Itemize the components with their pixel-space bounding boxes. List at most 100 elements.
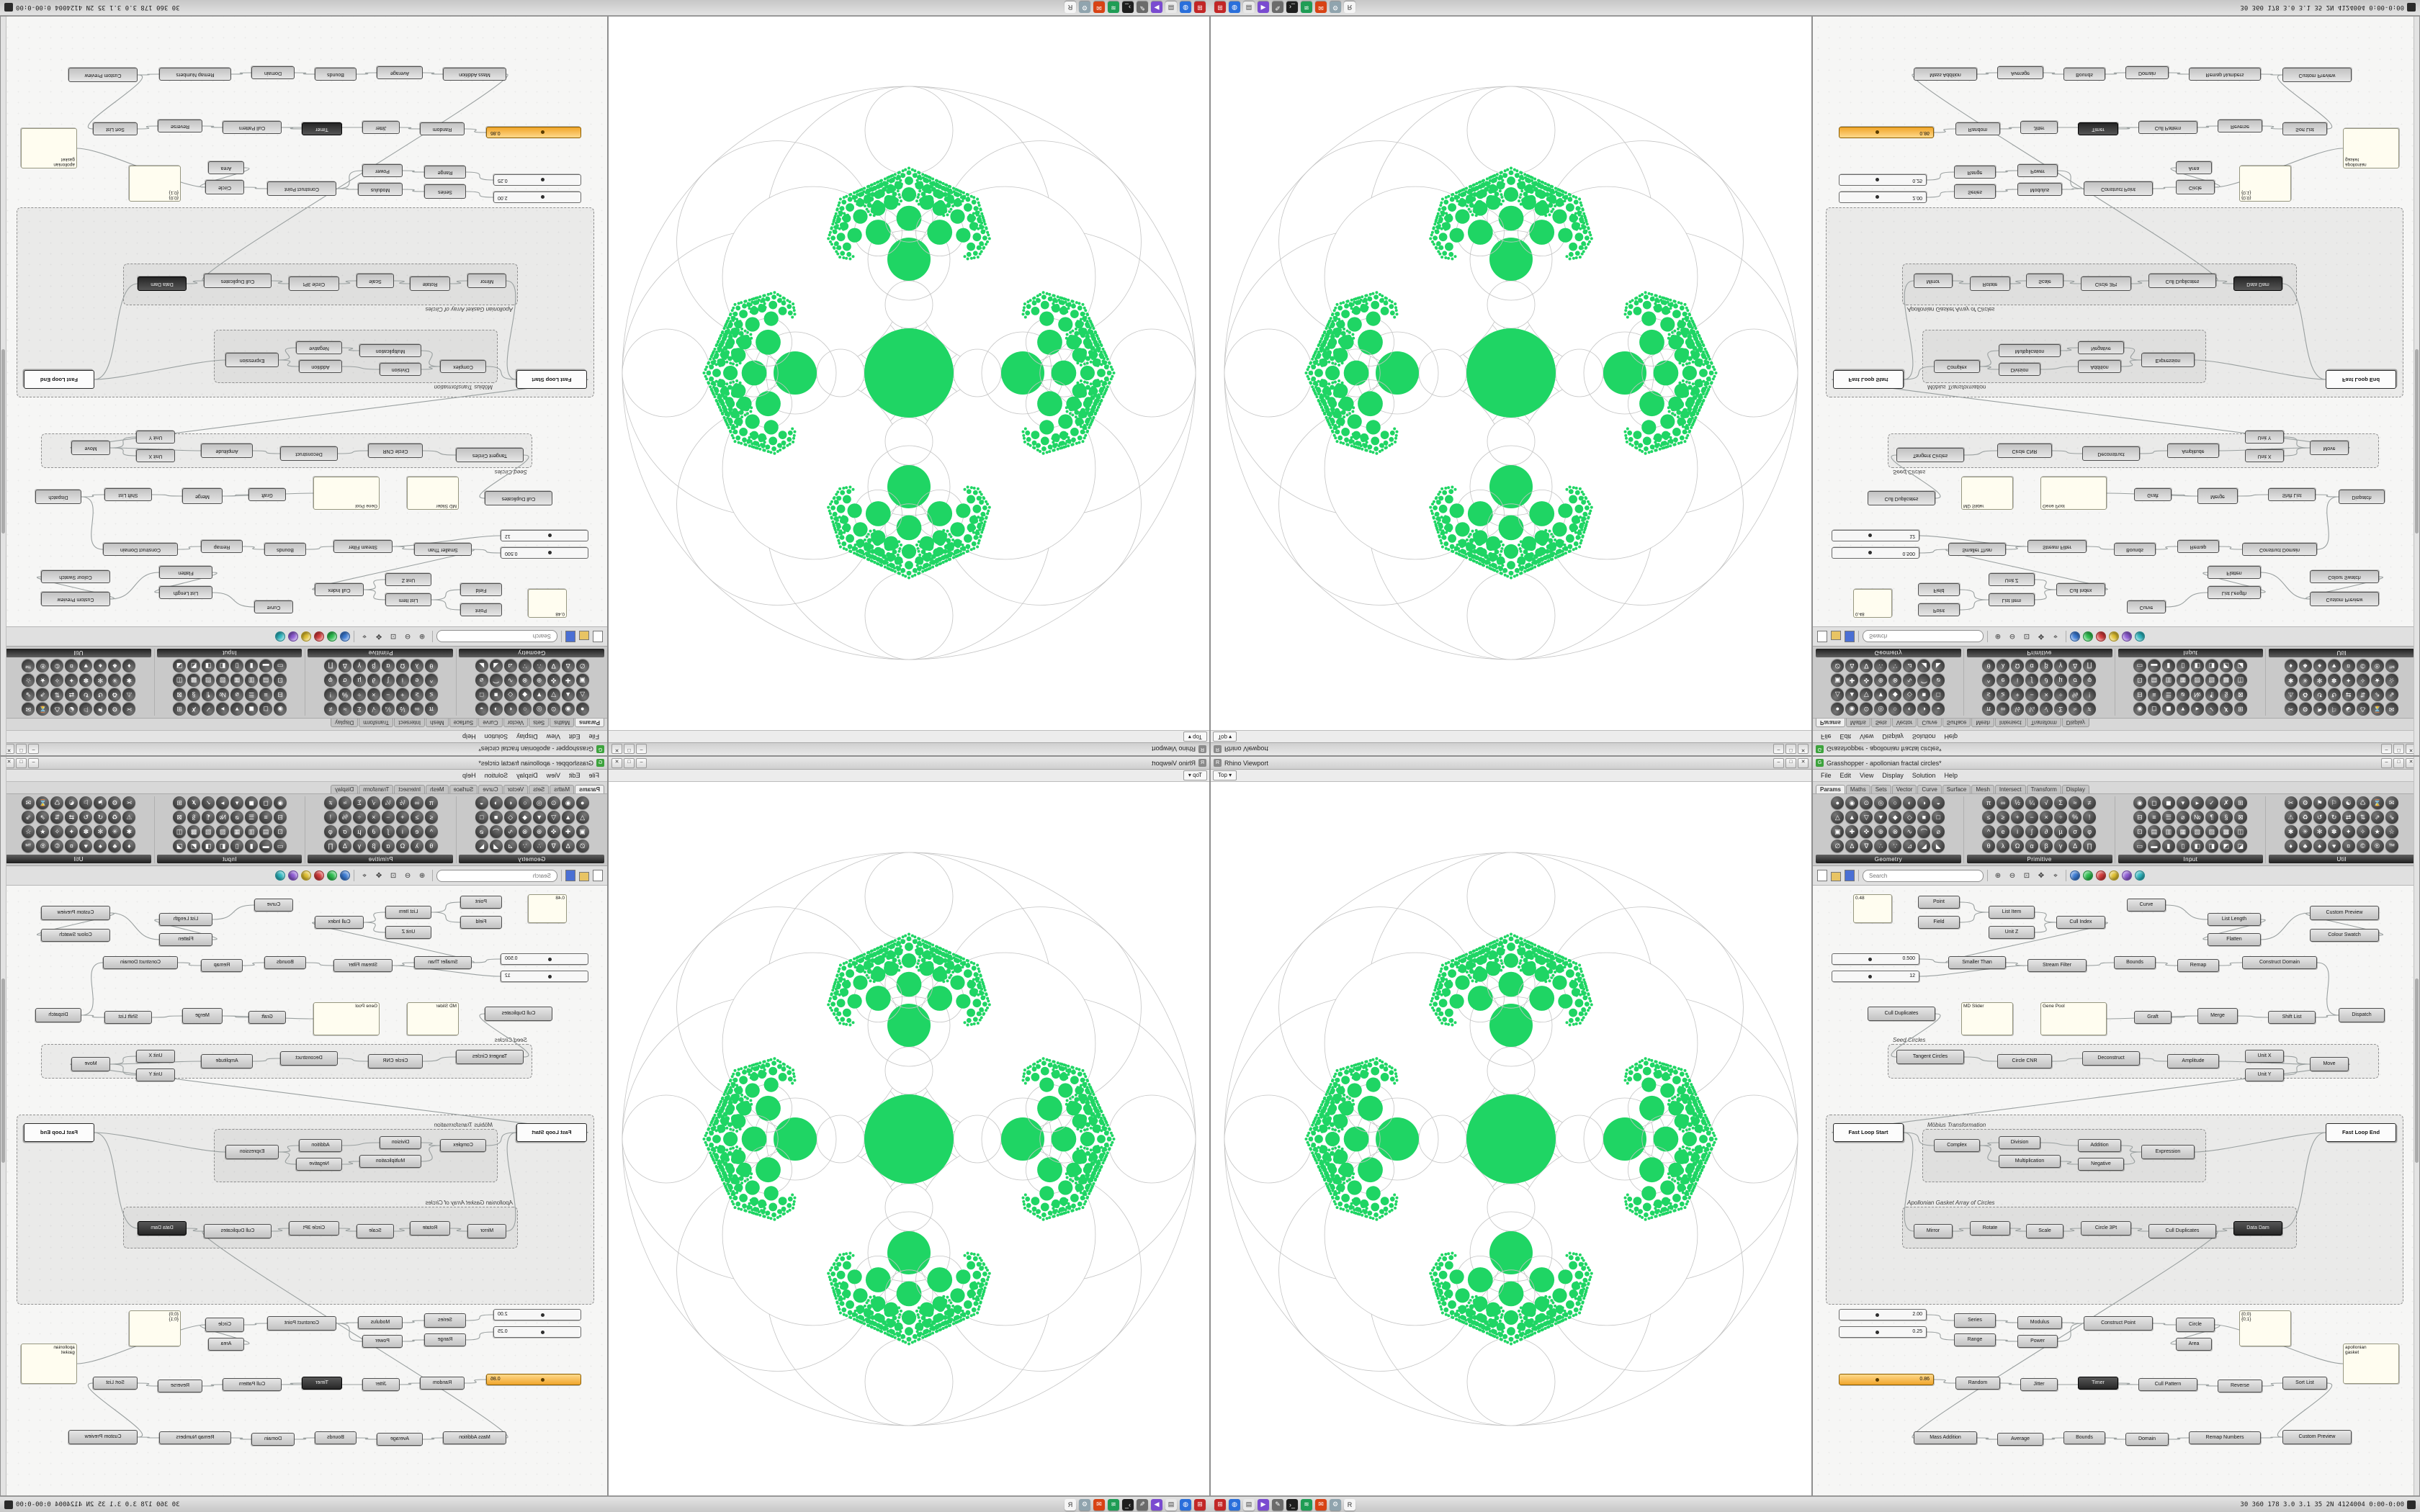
palette-caption-input[interactable]: Input bbox=[2118, 649, 2264, 657]
gh-node[interactable]: Curve bbox=[2127, 899, 2166, 912]
geometry-component-icon[interactable]: ● bbox=[575, 796, 589, 809]
terminal-icon[interactable]: ›_ bbox=[1286, 1498, 1298, 1511]
input-component-icon[interactable]: ⊞ bbox=[2233, 703, 2247, 716]
util-component-icon[interactable]: ⇗ bbox=[36, 688, 50, 701]
geometry-component-icon[interactable]: ▣ bbox=[575, 674, 589, 687]
geometry-component-icon[interactable]: ⌀ bbox=[475, 825, 488, 838]
menu-help[interactable]: Help bbox=[1944, 772, 1958, 779]
util-component-icon[interactable]: ↺ bbox=[2313, 811, 2326, 824]
primitive-component-icon[interactable]: ! bbox=[2083, 688, 2097, 701]
input-component-icon[interactable]: ◧ bbox=[2190, 660, 2204, 672]
no-preview-icon[interactable] bbox=[314, 631, 324, 642]
geometry-component-icon[interactable]: ⊕ bbox=[1874, 825, 1888, 838]
gh-node[interactable]: Curve bbox=[254, 899, 293, 912]
gh-node[interactable]: Unit X bbox=[136, 449, 175, 462]
primitive-component-icon[interactable]: ÷ bbox=[2054, 688, 2068, 701]
util-component-icon[interactable]: ⚐ bbox=[2327, 703, 2341, 716]
gh-node[interactable]: 0.25 bbox=[1839, 174, 1927, 186]
close-button[interactable]: ✕ bbox=[1798, 757, 1809, 768]
geometry-component-icon[interactable]: □ bbox=[475, 688, 488, 701]
image-editor-icon[interactable]: ✎ bbox=[1272, 1, 1283, 14]
viewport-tab-top[interactable]: Top ▾ bbox=[1213, 770, 1237, 780]
canvas-scrollbar[interactable] bbox=[1, 757, 6, 1495]
media-player-icon[interactable]: ▶ bbox=[1258, 1, 1269, 14]
input-component-icon[interactable]: ▯ bbox=[2176, 660, 2190, 672]
util-component-icon[interactable]: ✽ bbox=[2327, 674, 2341, 687]
gh-node[interactable]: Graft bbox=[2134, 488, 2172, 501]
util-component-icon[interactable]: ⇄ bbox=[2341, 688, 2355, 701]
primitive-component-icon[interactable]: Ω bbox=[395, 840, 409, 852]
grasshopper-titlebar[interactable]: G Grasshopper - apollonian fractal circl… bbox=[1, 757, 607, 770]
input-component-icon[interactable]: ⊞ bbox=[173, 703, 187, 716]
zoom-extents-icon[interactable]: ⊡ bbox=[2023, 871, 2030, 880]
input-component-icon[interactable]: ⊠ bbox=[2233, 811, 2247, 824]
geometry-component-icon[interactable]: ■ bbox=[489, 688, 503, 701]
tab-maths[interactable]: Maths bbox=[1845, 785, 1870, 793]
new-document-icon[interactable] bbox=[1817, 631, 1827, 642]
save-document-icon[interactable] bbox=[1845, 631, 1855, 642]
util-component-icon[interactable]: ⚑ bbox=[94, 796, 107, 809]
gh-node[interactable]: Timer bbox=[302, 1377, 342, 1390]
shaded-preview-icon[interactable] bbox=[327, 870, 337, 881]
geometry-component-icon[interactable]: □ bbox=[1932, 688, 1945, 701]
gh-node[interactable]: Stream Filter bbox=[333, 540, 393, 553]
util-component-icon[interactable]: ↻ bbox=[2327, 688, 2341, 701]
gh-node[interactable]: Shift List bbox=[2268, 1011, 2316, 1024]
input-component-icon[interactable]: ⊠ bbox=[2233, 688, 2247, 701]
util-component-icon[interactable]: ™ bbox=[22, 840, 35, 852]
rhino-titlebar[interactable]: R Rhino Viewport – □ ✕ bbox=[1211, 742, 1811, 755]
tab-transform[interactable]: Transform bbox=[359, 785, 394, 793]
tab-intersect[interactable]: Intersect bbox=[394, 785, 426, 793]
primitive-component-icon[interactable]: Ω bbox=[2011, 840, 2025, 852]
gh-node[interactable]: Circle 3Pt bbox=[289, 276, 339, 291]
util-component-icon[interactable]: © bbox=[2356, 840, 2370, 852]
util-component-icon[interactable]: ™ bbox=[2385, 660, 2398, 672]
util-component-icon[interactable]: ⚑ bbox=[2313, 703, 2326, 716]
gh-node[interactable]: 2.00 bbox=[493, 1309, 581, 1320]
util-component-icon[interactable]: ✽ bbox=[79, 825, 93, 838]
gh-node[interactable]: Complex bbox=[440, 1139, 486, 1152]
util-component-icon[interactable]: ♦ bbox=[2284, 840, 2298, 852]
minimize-button[interactable]: – bbox=[636, 744, 647, 755]
focus-icon[interactable]: ⌖ bbox=[2053, 632, 2058, 641]
util-component-icon[interactable]: ♺ bbox=[50, 796, 64, 809]
gh-node[interactable]: Average bbox=[377, 66, 423, 79]
input-component-icon[interactable]: ✗ bbox=[2219, 796, 2233, 809]
open-document-icon[interactable] bbox=[579, 872, 589, 881]
custom-preview-icon[interactable] bbox=[2109, 631, 2119, 642]
gh-node[interactable]: Remap bbox=[2177, 959, 2219, 972]
gh-node[interactable]: List Length bbox=[159, 586, 212, 599]
gh-node[interactable]: Point bbox=[1918, 603, 1960, 616]
gh-node[interactable]: Area bbox=[208, 161, 244, 174]
geometry-component-icon[interactable]: ⌒ bbox=[1917, 825, 1931, 838]
geometry-component-icon[interactable]: ∇ bbox=[547, 840, 560, 852]
pan-icon[interactable]: ✥ bbox=[375, 632, 382, 641]
settings-icon[interactable]: ⚙ bbox=[1330, 1, 1341, 14]
gh-node[interactable]: Rotate bbox=[410, 1221, 450, 1236]
geometry-component-icon[interactable]: ⌒ bbox=[489, 825, 503, 838]
geometry-component-icon[interactable]: ◇ bbox=[1903, 688, 1917, 701]
gh-node[interactable]: Timer bbox=[2078, 122, 2118, 135]
gh-node[interactable]: Range bbox=[424, 1333, 466, 1346]
util-component-icon[interactable]: ✉ bbox=[22, 796, 35, 809]
geometry-component-icon[interactable]: ∵ bbox=[1888, 660, 1902, 672]
primitive-component-icon[interactable]: − bbox=[381, 811, 395, 824]
gh-node[interactable]: Series bbox=[424, 1313, 466, 1328]
input-component-icon[interactable]: ◪ bbox=[173, 660, 187, 672]
geometry-component-icon[interactable]: ◢ bbox=[1917, 660, 1931, 672]
terminal-icon[interactable]: ›_ bbox=[1122, 1498, 1134, 1511]
geometry-component-icon[interactable]: ⊙ bbox=[1860, 703, 1873, 716]
util-component-icon[interactable]: ✳ bbox=[108, 825, 122, 838]
settings-icon[interactable]: ⚙ bbox=[1330, 1498, 1341, 1511]
geometry-component-icon[interactable]: ◑ bbox=[1917, 703, 1931, 716]
media-player-icon[interactable]: ▶ bbox=[1258, 1498, 1269, 1511]
gh-node[interactable]: apollonian gasket bbox=[2343, 128, 2399, 168]
gh-node[interactable]: Deconstruct bbox=[2082, 1051, 2140, 1066]
input-component-icon[interactable]: ▤ bbox=[2147, 825, 2161, 838]
gh-node[interactable]: Tangent Circles bbox=[1896, 1050, 1964, 1064]
menu-file[interactable]: File bbox=[588, 772, 599, 779]
menu-solution[interactable]: Solution bbox=[1912, 772, 1936, 779]
launcher-icon[interactable]: ⊞ bbox=[1214, 1498, 1226, 1511]
geometry-component-icon[interactable]: ✚ bbox=[561, 825, 575, 838]
gh-node[interactable]: Gene Pool bbox=[2040, 1002, 2107, 1035]
